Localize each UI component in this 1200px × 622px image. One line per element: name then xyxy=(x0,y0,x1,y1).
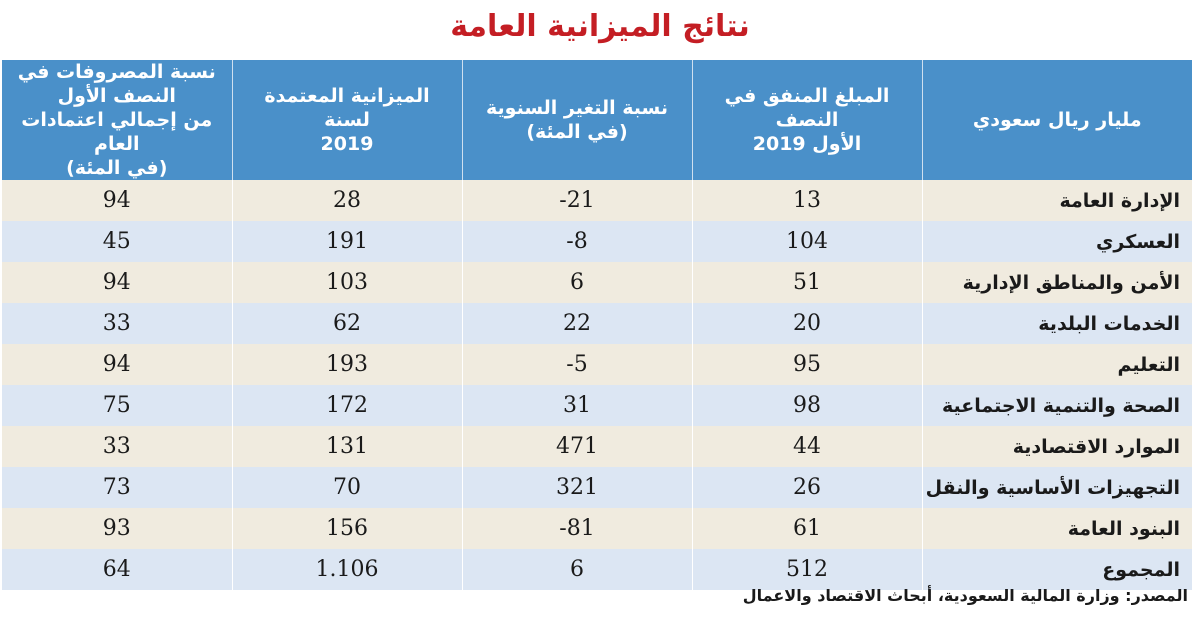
row-label: الخدمات البلدية xyxy=(921,303,1192,344)
header-ratio: نسبة المصروفات في النصف الأول من إجمالي … xyxy=(2,60,232,180)
cell-change: 31 xyxy=(461,385,692,426)
row-label: التجهيزات الأساسية والنقل xyxy=(921,467,1192,508)
cell-ratio: 93 xyxy=(2,508,232,549)
cell-change: 6 xyxy=(461,549,692,590)
table-row: الأمن والمناطق الإدارية 51 6 103 94 xyxy=(2,262,1192,303)
header-change: نسبة التغير السنوية (في المئة) xyxy=(461,60,692,180)
cell-ratio: 75 xyxy=(2,385,232,426)
cell-budget: 191 xyxy=(231,221,462,262)
cell-ratio: 73 xyxy=(2,467,232,508)
row-label: الأمن والمناطق الإدارية xyxy=(921,262,1192,303)
cell-change: 81- xyxy=(461,508,692,549)
cell-budget: 1.106 xyxy=(231,549,462,590)
table-row: التعليم 95 5- 193 94 xyxy=(2,344,1192,385)
cell-change: 471 xyxy=(461,426,692,467)
cell-budget: 62 xyxy=(231,303,462,344)
table-row: التجهيزات الأساسية والنقل 26 321 70 73 xyxy=(2,467,1192,508)
table-row: الخدمات البلدية 20 22 62 33 xyxy=(2,303,1192,344)
row-label: البنود العامة xyxy=(921,508,1192,549)
cell-ratio: 64 xyxy=(2,549,232,590)
cell-budget: 103 xyxy=(231,262,462,303)
cell-spent: 104 xyxy=(691,221,922,262)
row-label: الموارد الاقتصادية xyxy=(921,426,1192,467)
table-header-row: مليار ريال سعودي المبلغ المنفق في النصف … xyxy=(2,60,1192,180)
table-row: الموارد الاقتصادية 44 471 131 33 xyxy=(2,426,1192,467)
cell-change: 6 xyxy=(461,262,692,303)
header-spent: المبلغ المنفق في النصف الأول 2019 xyxy=(691,60,922,180)
cell-ratio: 33 xyxy=(2,426,232,467)
cell-spent: 26 xyxy=(691,467,922,508)
cell-spent: 51 xyxy=(691,262,922,303)
cell-ratio: 33 xyxy=(2,303,232,344)
header-budget: الميزانية المعتمدة لسنة 2019 xyxy=(231,60,462,180)
row-label: المجموع xyxy=(921,549,1192,590)
cell-budget: 156 xyxy=(231,508,462,549)
cell-budget: 70 xyxy=(231,467,462,508)
table-row: الصحة والتنمية الاجتماعية 98 31 172 75 xyxy=(2,385,1192,426)
cell-spent: 98 xyxy=(691,385,922,426)
cell-ratio: 45 xyxy=(2,221,232,262)
cell-ratio: 94 xyxy=(2,180,232,221)
cell-budget: 131 xyxy=(231,426,462,467)
cell-budget: 172 xyxy=(231,385,462,426)
cell-spent: 61 xyxy=(691,508,922,549)
source-note: المصدر: وزارة المالية السعودية، أبحاث ال… xyxy=(742,586,1188,605)
cell-spent: 13 xyxy=(691,180,922,221)
cell-budget: 28 xyxy=(231,180,462,221)
cell-spent: 95 xyxy=(691,344,922,385)
table-row: الإدارة العامة 13 21- 28 94 xyxy=(2,180,1192,221)
cell-spent: 44 xyxy=(691,426,922,467)
total-row: المجموع 512 6 1.106 64 xyxy=(2,549,1192,590)
row-label: الصحة والتنمية الاجتماعية xyxy=(921,385,1192,426)
cell-change: 21- xyxy=(461,180,692,221)
table-row: العسكري 104 8- 191 45 xyxy=(2,221,1192,262)
budget-table: مليار ريال سعودي المبلغ المنفق في النصف … xyxy=(2,60,1192,590)
header-unit: مليار ريال سعودي xyxy=(921,60,1192,180)
cell-budget: 193 xyxy=(231,344,462,385)
cell-spent: 20 xyxy=(691,303,922,344)
cell-change: 5- xyxy=(461,344,692,385)
cell-change: 22 xyxy=(461,303,692,344)
row-label: الإدارة العامة xyxy=(921,180,1192,221)
cell-ratio: 94 xyxy=(2,344,232,385)
cell-spent: 512 xyxy=(691,549,922,590)
page-title: نتائج الميزانية العامة xyxy=(450,9,750,44)
table-row: البنود العامة 61 81- 156 93 xyxy=(2,508,1192,549)
cell-change: 8- xyxy=(461,221,692,262)
cell-ratio: 94 xyxy=(2,262,232,303)
cell-change: 321 xyxy=(461,467,692,508)
row-label: العسكري xyxy=(921,221,1192,262)
row-label: التعليم xyxy=(921,344,1192,385)
